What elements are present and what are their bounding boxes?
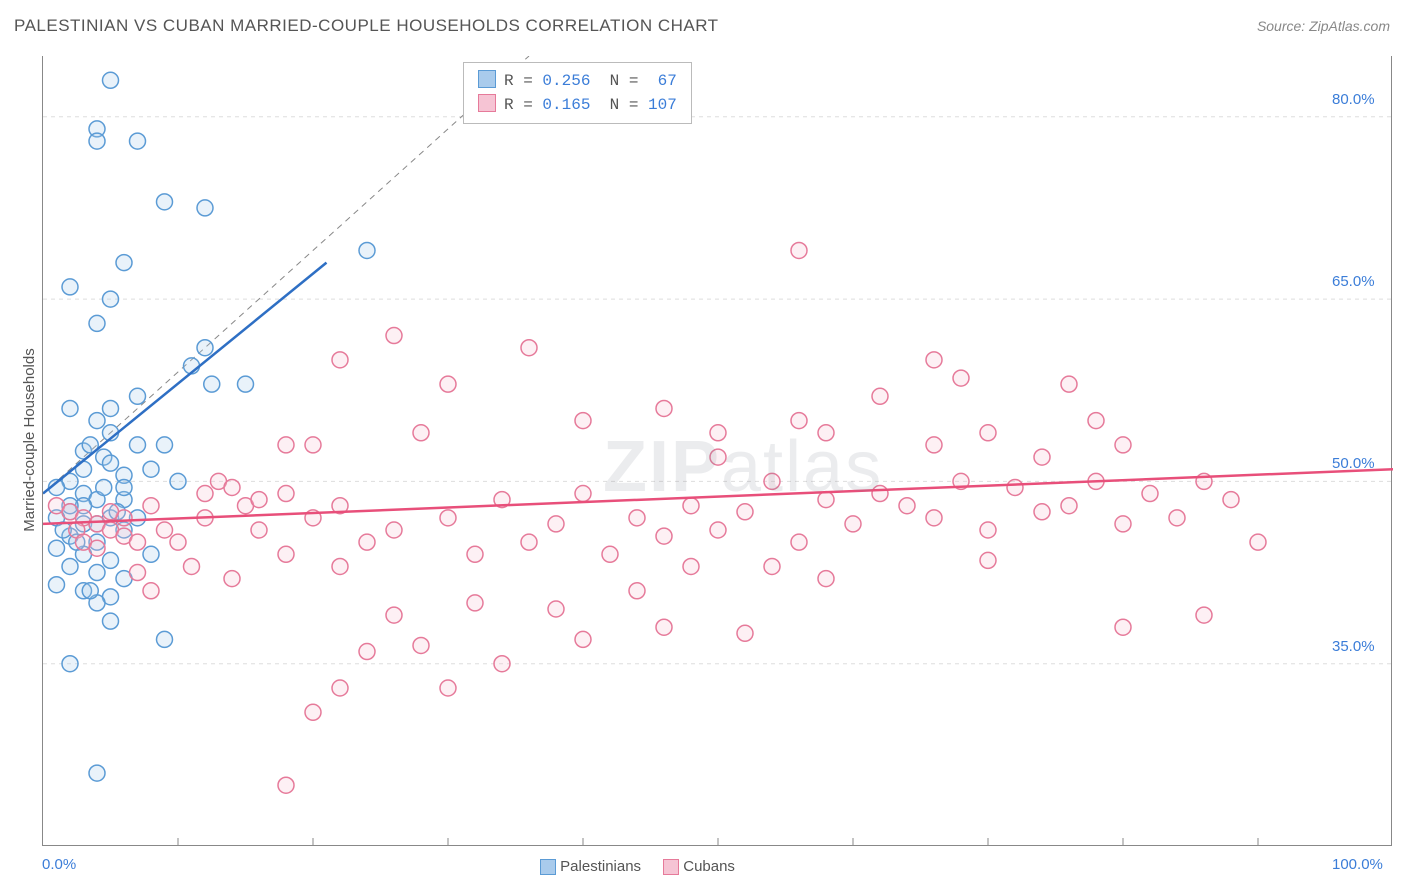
- legend-label: Palestinians: [556, 858, 641, 875]
- chart-title: PALESTINIAN VS CUBAN MARRIED-COUPLE HOUS…: [14, 16, 719, 36]
- stats-row: R = 0.165 N = 107: [478, 93, 677, 117]
- stats-row: R = 0.256 N = 67: [478, 69, 677, 93]
- scatter-svg: [43, 56, 1393, 846]
- legend-swatch: [663, 859, 679, 875]
- y-tick-label: 80.0%: [1332, 91, 1375, 108]
- stats-r-value: 0.256: [542, 72, 590, 90]
- legend-bottom: Palestinians Cubans: [540, 858, 735, 875]
- source-attribution: Source: ZipAtlas.com: [1257, 18, 1390, 34]
- legend-swatch: [540, 859, 556, 875]
- stats-legend-box: R = 0.256 N = 67R = 0.165 N = 107: [463, 62, 692, 124]
- stats-n-value: 67: [648, 72, 677, 90]
- y-tick-label: 35.0%: [1332, 638, 1375, 655]
- y-axis-label: Married-couple Households: [21, 348, 38, 531]
- y-tick-label: 65.0%: [1332, 273, 1375, 290]
- x-tick-label: 100.0%: [1332, 856, 1383, 873]
- legend-item: Cubans: [663, 858, 735, 875]
- stats-swatch: [478, 70, 496, 88]
- chart-container: PALESTINIAN VS CUBAN MARRIED-COUPLE HOUS…: [0, 0, 1406, 892]
- plot-area: ZIPatlas R = 0.256 N = 67R = 0.165 N = 1…: [42, 56, 1392, 846]
- legend-item: Palestinians: [540, 858, 641, 875]
- x-tick-label: 0.0%: [42, 856, 76, 873]
- stats-swatch: [478, 94, 496, 112]
- stats-n-value: 107: [648, 96, 677, 114]
- legend-label: Cubans: [679, 858, 735, 875]
- stats-r-value: 0.165: [542, 96, 590, 114]
- y-tick-label: 50.0%: [1332, 455, 1375, 472]
